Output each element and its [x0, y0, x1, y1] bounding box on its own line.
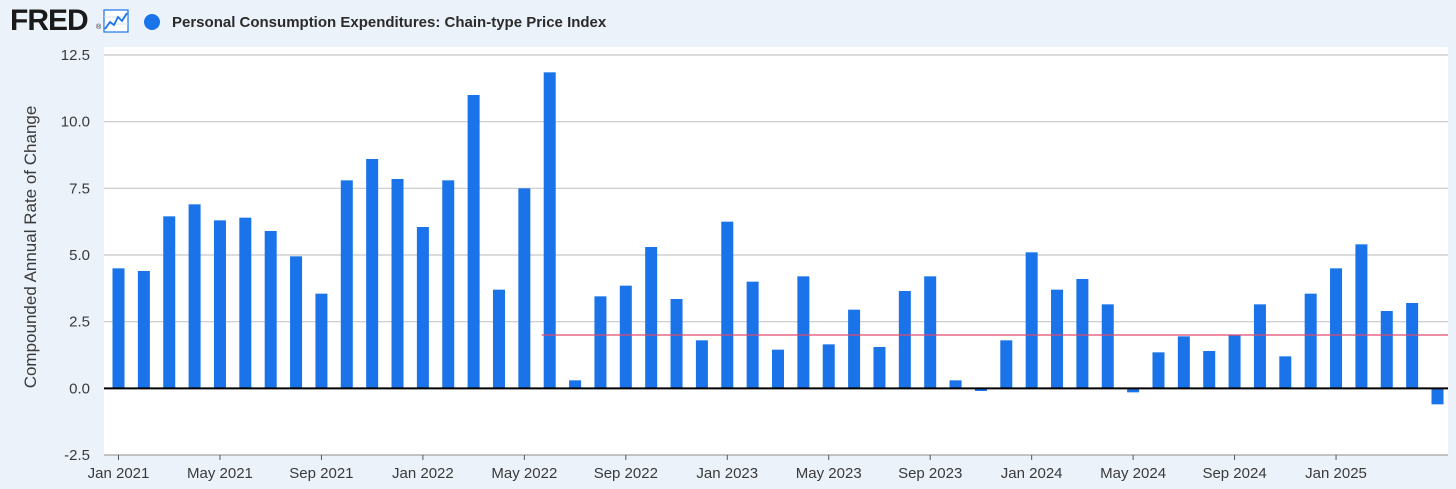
- x-tick-label: May 2024: [1100, 465, 1166, 482]
- bar[interactable]: [1101, 304, 1114, 389]
- x-tick-label: Sep 2023: [898, 465, 962, 482]
- bar[interactable]: [1152, 352, 1165, 389]
- bar[interactable]: [1076, 279, 1089, 389]
- bar[interactable]: [949, 380, 962, 389]
- bar[interactable]: [1253, 304, 1266, 389]
- bar-series[interactable]: [112, 72, 1444, 405]
- bar[interactable]: [1000, 340, 1013, 389]
- bar[interactable]: [924, 276, 937, 389]
- bar[interactable]: [391, 179, 404, 389]
- y-axis-label: Compounded Annual Rate of Change: [21, 106, 40, 389]
- y-tick-label: -2.5: [64, 447, 90, 464]
- bar[interactable]: [492, 289, 505, 389]
- bar[interactable]: [264, 231, 277, 389]
- bar[interactable]: [112, 268, 125, 389]
- bar[interactable]: [822, 344, 835, 389]
- bar[interactable]: [163, 216, 176, 389]
- bar[interactable]: [416, 227, 429, 389]
- chart-header: FRED ® Personal Consumption Expenditures…: [0, 0, 1456, 42]
- plot-area: [104, 47, 1448, 455]
- y-tick-label: 12.5: [61, 47, 90, 64]
- bar[interactable]: [1431, 388, 1444, 405]
- y-tick-label: 5.0: [69, 247, 90, 264]
- bar[interactable]: [645, 247, 658, 389]
- bar[interactable]: [1203, 351, 1216, 389]
- bar[interactable]: [974, 388, 987, 391]
- legend-series-label: Personal Consumption Expenditures: Chain…: [172, 13, 607, 31]
- x-tick-label: Jan 2024: [1001, 465, 1063, 482]
- bar[interactable]: [1051, 289, 1064, 389]
- bar[interactable]: [213, 220, 226, 389]
- bar[interactable]: [898, 291, 911, 389]
- bar[interactable]: [543, 72, 556, 389]
- bar[interactable]: [315, 293, 328, 389]
- bar[interactable]: [1304, 293, 1317, 389]
- x-axis: Jan 2021 May 2021 Sep 2021 Jan 2022 May 2022…: [88, 454, 1448, 482]
- bar[interactable]: [442, 180, 455, 389]
- bar[interactable]: [797, 276, 810, 389]
- y-tick-label: 7.5: [69, 180, 90, 197]
- bar[interactable]: [569, 380, 582, 389]
- x-tick-label: Sep 2024: [1202, 465, 1266, 482]
- x-tick-label: Jan 2022: [392, 465, 454, 482]
- bar[interactable]: [518, 188, 531, 389]
- bar[interactable]: [1025, 252, 1038, 389]
- x-tick-label: May 2022: [491, 465, 557, 482]
- x-tick-label: May 2021: [187, 465, 253, 482]
- bar[interactable]: [1380, 311, 1393, 389]
- bar[interactable]: [772, 349, 784, 389]
- bar[interactable]: [137, 271, 150, 389]
- bar[interactable]: [1355, 244, 1368, 389]
- fred-logo[interactable]: FRED: [10, 4, 89, 37]
- bar[interactable]: [873, 347, 886, 389]
- legend-series-marker: [144, 14, 160, 30]
- y-tick-label: 0.0: [69, 380, 90, 397]
- y-axis: 12.5 10.0 7.5 5.0 2.5 0.0 -2.5: [61, 47, 90, 464]
- bar[interactable]: [848, 309, 861, 389]
- y-tick-label: 10.0: [61, 114, 90, 131]
- bar[interactable]: [1406, 303, 1419, 389]
- bar[interactable]: [188, 204, 201, 389]
- bar[interactable]: [1177, 336, 1190, 389]
- x-tick-label: Sep 2021: [289, 465, 353, 482]
- chart-legend[interactable]: Personal Consumption Expenditures: Chain…: [144, 12, 606, 32]
- x-tick-label: Sep 2022: [594, 465, 658, 482]
- bar[interactable]: [619, 285, 632, 389]
- x-tick-label: Jan 2025: [1305, 465, 1367, 482]
- bar[interactable]: [594, 296, 607, 389]
- y-tick-label: 2.5: [69, 314, 90, 331]
- x-tick-label: May 2023: [796, 465, 862, 482]
- bar[interactable]: [670, 299, 683, 389]
- line-graph-icon[interactable]: [103, 9, 129, 33]
- bar[interactable]: [290, 256, 303, 389]
- bar[interactable]: [721, 221, 734, 389]
- bar[interactable]: [1228, 335, 1241, 389]
- fred-registered-mark: ®: [96, 24, 102, 31]
- bar[interactable]: [340, 180, 353, 389]
- bar[interactable]: [695, 340, 708, 389]
- bar[interactable]: [1330, 268, 1343, 389]
- x-tick-label: Jan 2021: [88, 465, 150, 482]
- x-tick-label: Jan 2023: [696, 465, 758, 482]
- bar[interactable]: [1279, 356, 1292, 389]
- bar[interactable]: [366, 159, 379, 389]
- bar[interactable]: [467, 95, 480, 389]
- bar[interactable]: [239, 217, 252, 389]
- bar[interactable]: [1127, 388, 1140, 393]
